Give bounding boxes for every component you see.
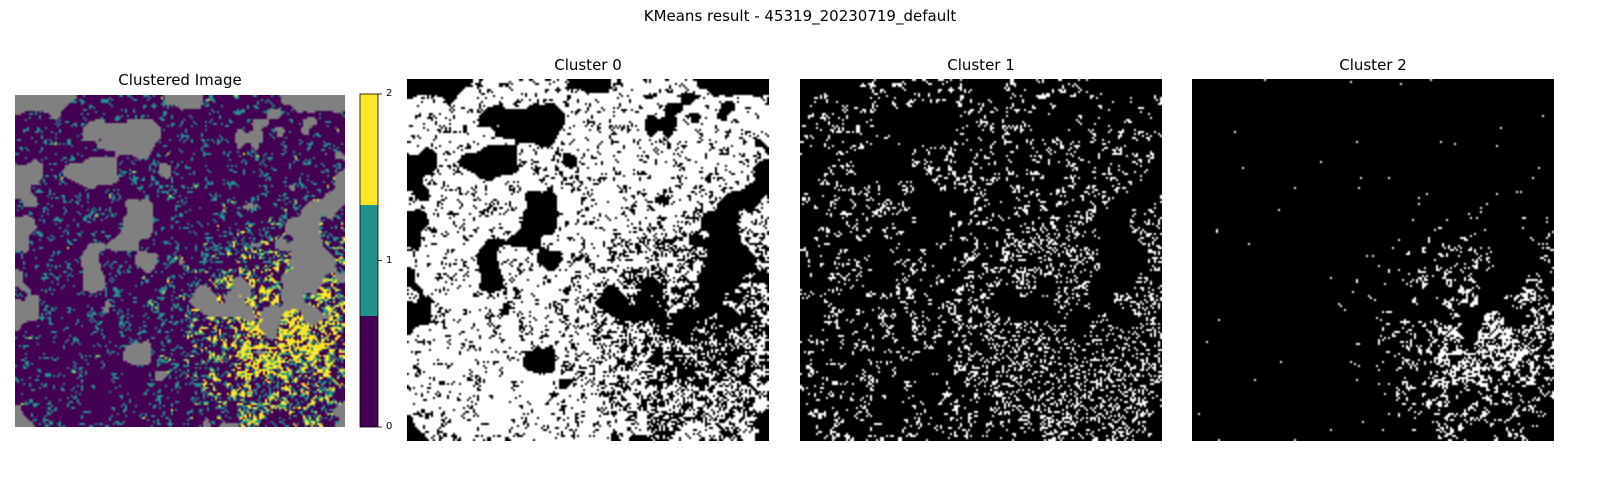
cluster-1-mask [800, 79, 1162, 441]
cluster-0-mask [407, 79, 769, 441]
colorbar-segment-0 [360, 316, 378, 427]
colorbar-tick-2: 2 [386, 88, 393, 99]
clustered-image-title: Clustered Image [118, 71, 242, 89]
cluster-0-title: Cluster 0 [554, 56, 622, 74]
colorbar-segment-1 [360, 205, 378, 316]
clustered-image-colorbar [359, 93, 382, 428]
colorbar-tick-0: 0 [386, 421, 393, 432]
cluster-2-title: Cluster 2 [1339, 56, 1407, 74]
cluster-1-title: Cluster 1 [947, 56, 1015, 74]
colorbar-tick-1: 1 [386, 255, 393, 266]
colorbar-segment-2 [360, 94, 378, 205]
figure-suptitle: KMeans result - 45319_20230719_default [643, 7, 957, 25]
clustered-image-heatmap [15, 95, 345, 427]
cluster-2-mask [1192, 79, 1554, 441]
